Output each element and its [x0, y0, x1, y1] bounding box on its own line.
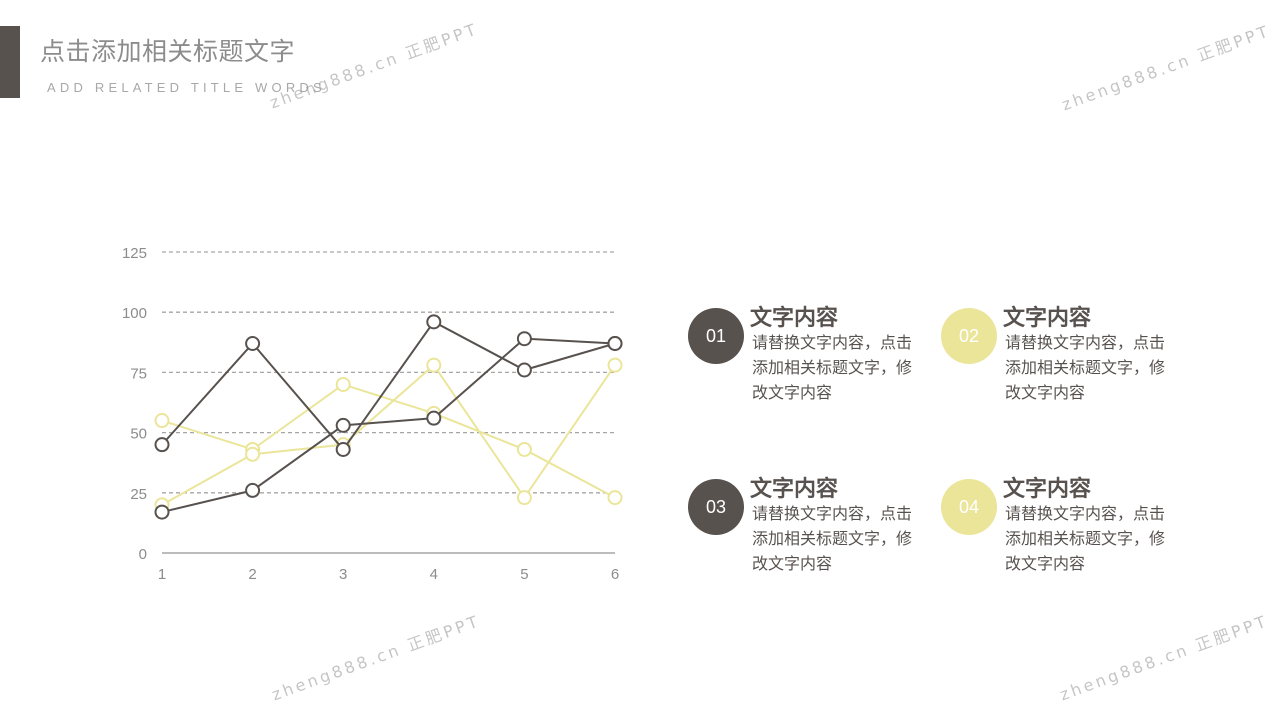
series-2-point [154, 504, 170, 520]
title-accent-bar [0, 26, 20, 98]
number-badge: 01 [688, 308, 744, 364]
series-4-point [245, 446, 261, 462]
series-2-point [335, 417, 351, 433]
series-2-point [607, 336, 623, 352]
series-2-point [426, 410, 442, 426]
item-description: 请替换文字内容，点击添加相关标题文字，修改文字内容 [752, 333, 913, 402]
series-4-point [607, 357, 623, 373]
item-title: 文字内容 [1003, 306, 1092, 331]
series-3-point [154, 413, 170, 429]
y-tick-label: 25 [130, 486, 147, 503]
series-line-2 [161, 337, 616, 514]
y-tick-label: 100 [122, 305, 147, 322]
series-1-point [426, 314, 442, 330]
number-badge: 03 [688, 479, 744, 535]
info-item-03: 03 文字内容 请替换文字内容，点击添加相关标题文字，修改文字内容 [688, 477, 928, 609]
item-title: 文字内容 [750, 477, 839, 502]
series-1-point [245, 336, 261, 352]
series-4-point [426, 357, 442, 373]
item-description: 请替换文字内容，点击添加相关标题文字，修改文字内容 [1005, 504, 1166, 573]
x-tick-label: 3 [339, 566, 347, 583]
series-3-point [607, 490, 623, 506]
series-2-point [516, 331, 532, 347]
number-badge: 02 [941, 308, 997, 364]
series-1-point [516, 362, 532, 378]
x-tick-label: 6 [611, 566, 619, 583]
series-line-4 [161, 363, 616, 506]
item-title: 文字内容 [1003, 477, 1092, 502]
series-1-point [154, 437, 170, 453]
series-3-point [335, 376, 351, 392]
info-item-02: 02 文字内容 请替换文字内容，点击添加相关标题文字，修改文字内容 [941, 306, 1181, 438]
page-title: 点击添加相关标题文字 [40, 37, 296, 66]
x-tick-label: 4 [430, 566, 438, 583]
info-item-04: 04 文字内容 请替换文字内容，点击添加相关标题文字，修改文字内容 [941, 477, 1181, 609]
x-tick-label: 1 [158, 566, 166, 583]
item-title: 文字内容 [750, 306, 839, 331]
y-tick-label: 0 [139, 546, 147, 563]
series-line-1 [161, 320, 616, 452]
series-2-point [245, 482, 261, 498]
y-tick-label: 125 [122, 245, 147, 262]
y-tick-label: 50 [130, 426, 147, 443]
item-description: 请替换文字内容，点击添加相关标题文字，修改文字内容 [1005, 333, 1166, 402]
y-tick-label: 75 [130, 365, 147, 382]
series-4-point [516, 490, 532, 506]
series-line-3 [161, 383, 616, 499]
info-item-01: 01 文字内容 请替换文字内容，点击添加相关标题文字，修改文字内容 [688, 306, 928, 438]
item-description: 请替换文字内容，点击添加相关标题文字，修改文字内容 [752, 504, 913, 573]
x-tick-label: 2 [248, 566, 256, 583]
x-tick-label: 5 [520, 566, 528, 583]
page-subtitle: ADD RELATED TITLE WORDS [47, 80, 326, 95]
series-1-point [335, 441, 351, 457]
series-3-point [516, 441, 532, 457]
number-badge: 04 [941, 479, 997, 535]
